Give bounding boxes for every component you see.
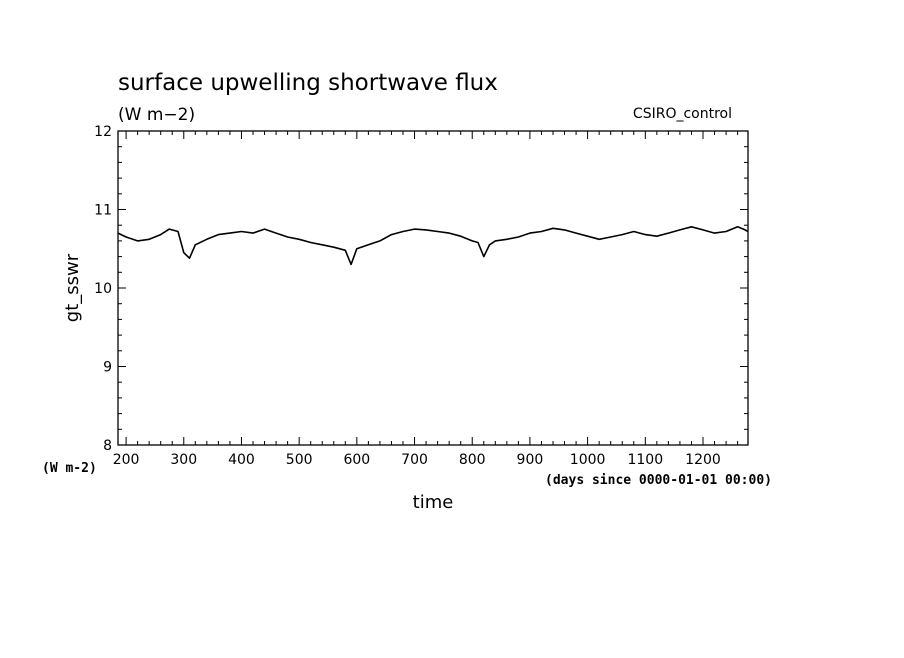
- y-tick-label: 9: [103, 360, 112, 376]
- x-axis-units: (days since 0000-01-01 00:00): [545, 473, 772, 488]
- y-tick-label: 10: [94, 281, 112, 297]
- x-tick-label: 300: [170, 452, 197, 468]
- plot-area: 8 9 10 11 12 200 300 400 500 600 700 800 900 1000 1100…: [94, 124, 749, 468]
- x-tick-label: 1000: [570, 452, 606, 468]
- dataset-label: CSIRO_control: [633, 106, 732, 122]
- x-tick-label: 400: [228, 452, 255, 468]
- x-tick-label: 800: [459, 452, 486, 468]
- x-tick-label: 600: [343, 452, 370, 468]
- y-tick-label: 12: [94, 124, 112, 140]
- y-tick-label: 8: [103, 438, 112, 454]
- chart-title: surface upwelling shortwave flux: [118, 70, 498, 96]
- x-axis-label: time: [413, 492, 454, 513]
- x-tick-label: 700: [401, 452, 428, 468]
- x-tick-label: 200: [113, 452, 140, 468]
- x-tick-label: 900: [517, 452, 544, 468]
- x-tick-label: 1200: [685, 452, 721, 468]
- y-axis-label: gt_sswr: [62, 253, 83, 322]
- x-tick-label: 500: [286, 452, 313, 468]
- y-tick-label: 11: [94, 203, 112, 219]
- title-units: (W m−2): [118, 105, 195, 125]
- series-line: [117, 226, 749, 266]
- y-axis-units: (W m-2): [42, 461, 97, 476]
- plot-frame: [117, 130, 749, 446]
- x-tick-label: 1100: [627, 452, 663, 468]
